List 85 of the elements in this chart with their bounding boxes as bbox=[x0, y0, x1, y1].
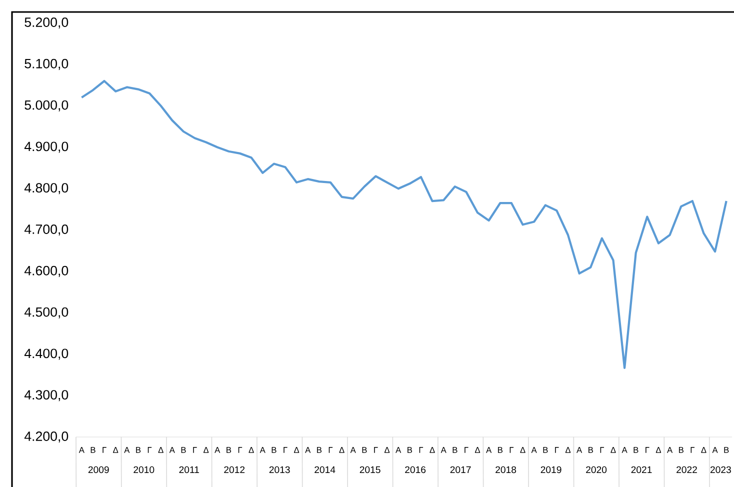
text: 2022 bbox=[676, 466, 697, 474]
x-tick-label: Β bbox=[90, 447, 96, 453]
y-tick-label: 4.300,0 bbox=[24, 390, 68, 402]
x-tick-label: Δ bbox=[384, 447, 390, 453]
x-tick-label: Δ bbox=[565, 447, 571, 453]
x-tick-label: Α bbox=[260, 447, 266, 453]
text: 2021 bbox=[631, 466, 652, 474]
x-tick-label: Δ bbox=[204, 447, 209, 453]
x-tick-label: Β bbox=[136, 447, 141, 453]
y-tick-label: 4.500,0 bbox=[24, 307, 68, 318]
x-tick-label: Δ bbox=[474, 447, 480, 453]
x-tick-label: Β bbox=[498, 447, 502, 453]
x-tick-label: Α bbox=[622, 447, 628, 453]
x-tick-label: Β bbox=[634, 447, 638, 453]
x-tick-label: Α bbox=[667, 447, 673, 453]
y-tick-label: 5.000,0 bbox=[24, 100, 68, 112]
text: 2013 bbox=[269, 466, 290, 474]
x-tick-label: Β bbox=[272, 447, 276, 453]
text: 2019 bbox=[540, 466, 562, 474]
y-tick-label: 4.200,0 bbox=[24, 432, 68, 443]
text: 2020 bbox=[586, 466, 607, 474]
y-tick-label: 4.600,0 bbox=[24, 266, 68, 277]
text: 2012 bbox=[224, 466, 245, 474]
x-tick-label: Γ bbox=[193, 447, 197, 453]
x-tick-label: Β bbox=[678, 447, 684, 453]
text: 2016 bbox=[405, 466, 426, 474]
y-tick-label: 4.900,0 bbox=[24, 142, 68, 153]
x-tick-label: Α bbox=[396, 447, 402, 453]
x-tick-label: Α bbox=[440, 447, 446, 453]
x-tick-label: Α bbox=[712, 447, 718, 453]
x-tick-label: Δ bbox=[113, 447, 118, 453]
x-tick-label: Δ bbox=[248, 447, 254, 453]
x-tick-label: Δ bbox=[294, 447, 300, 453]
x-tick-label: Α bbox=[486, 447, 492, 453]
x-tick-label: Α bbox=[124, 447, 130, 453]
line-series bbox=[80, 80, 728, 369]
text: 2011 bbox=[179, 466, 199, 474]
text: 2018 bbox=[496, 466, 516, 474]
text: 2015 bbox=[360, 466, 380, 474]
x-tick-label: Δ bbox=[430, 447, 435, 453]
y-tick-label: 4.800,0 bbox=[24, 183, 68, 194]
y-tick-label: 4.400,0 bbox=[24, 348, 68, 360]
x-tick-label: Δ bbox=[339, 447, 344, 453]
x-tick-label: Γ bbox=[510, 447, 514, 453]
text: 2023 bbox=[710, 466, 731, 474]
x-tick-label: Δ bbox=[158, 447, 164, 453]
x-tick-label: Α bbox=[531, 447, 537, 453]
x-tick-label: Γ bbox=[328, 447, 333, 453]
x-tick-label: Α bbox=[350, 447, 356, 453]
x-tick-label: Γ bbox=[555, 447, 559, 453]
x-tick-label: Δ bbox=[656, 447, 662, 453]
x-tick-label: Β bbox=[543, 447, 548, 453]
x-tick-label: Γ bbox=[284, 447, 288, 453]
x-tick-label: Γ bbox=[600, 447, 604, 453]
x-tick-label: Α bbox=[305, 447, 311, 453]
y-tick-label: 5.100,0 bbox=[24, 58, 68, 70]
x-tick-label: Α bbox=[78, 447, 84, 453]
text: 2017 bbox=[450, 466, 471, 474]
x-tick-label: Β bbox=[226, 447, 232, 453]
text: 2009 bbox=[88, 466, 109, 474]
text: 2014 bbox=[314, 466, 336, 474]
x-tick-label: Β bbox=[408, 447, 412, 453]
x-tick-label: Γ bbox=[464, 447, 468, 453]
x-tick-label: Γ bbox=[148, 447, 152, 453]
x-tick-label: Α bbox=[214, 447, 220, 453]
x-tick-label: Β bbox=[181, 447, 186, 453]
x-tick-label: Β bbox=[362, 447, 367, 453]
x-tick-label: Α bbox=[169, 447, 175, 453]
x-tick-label: Α bbox=[576, 447, 582, 453]
x-tick-label: Γ bbox=[238, 447, 242, 453]
y-tick-label: 4.700,0 bbox=[24, 224, 68, 236]
x-tick-label: Β bbox=[452, 447, 458, 453]
x-tick-label: Γ bbox=[419, 447, 424, 453]
x-tick-label: Β bbox=[317, 447, 322, 453]
x-tick-label: Δ bbox=[701, 447, 706, 453]
x-tick-label: Δ bbox=[520, 447, 526, 453]
x-tick-label: Δ bbox=[610, 447, 616, 453]
text: 2010 bbox=[134, 466, 154, 474]
x-tick-label: Β bbox=[724, 447, 729, 453]
x-tick-label: Β bbox=[588, 447, 593, 453]
x-tick-label: Γ bbox=[374, 447, 378, 453]
x-tick-label: Γ bbox=[102, 447, 106, 453]
y-tick-label: 5.200,0 bbox=[24, 18, 68, 29]
x-tick-label: Γ bbox=[646, 447, 650, 453]
x-tick-label: Γ bbox=[690, 447, 694, 453]
